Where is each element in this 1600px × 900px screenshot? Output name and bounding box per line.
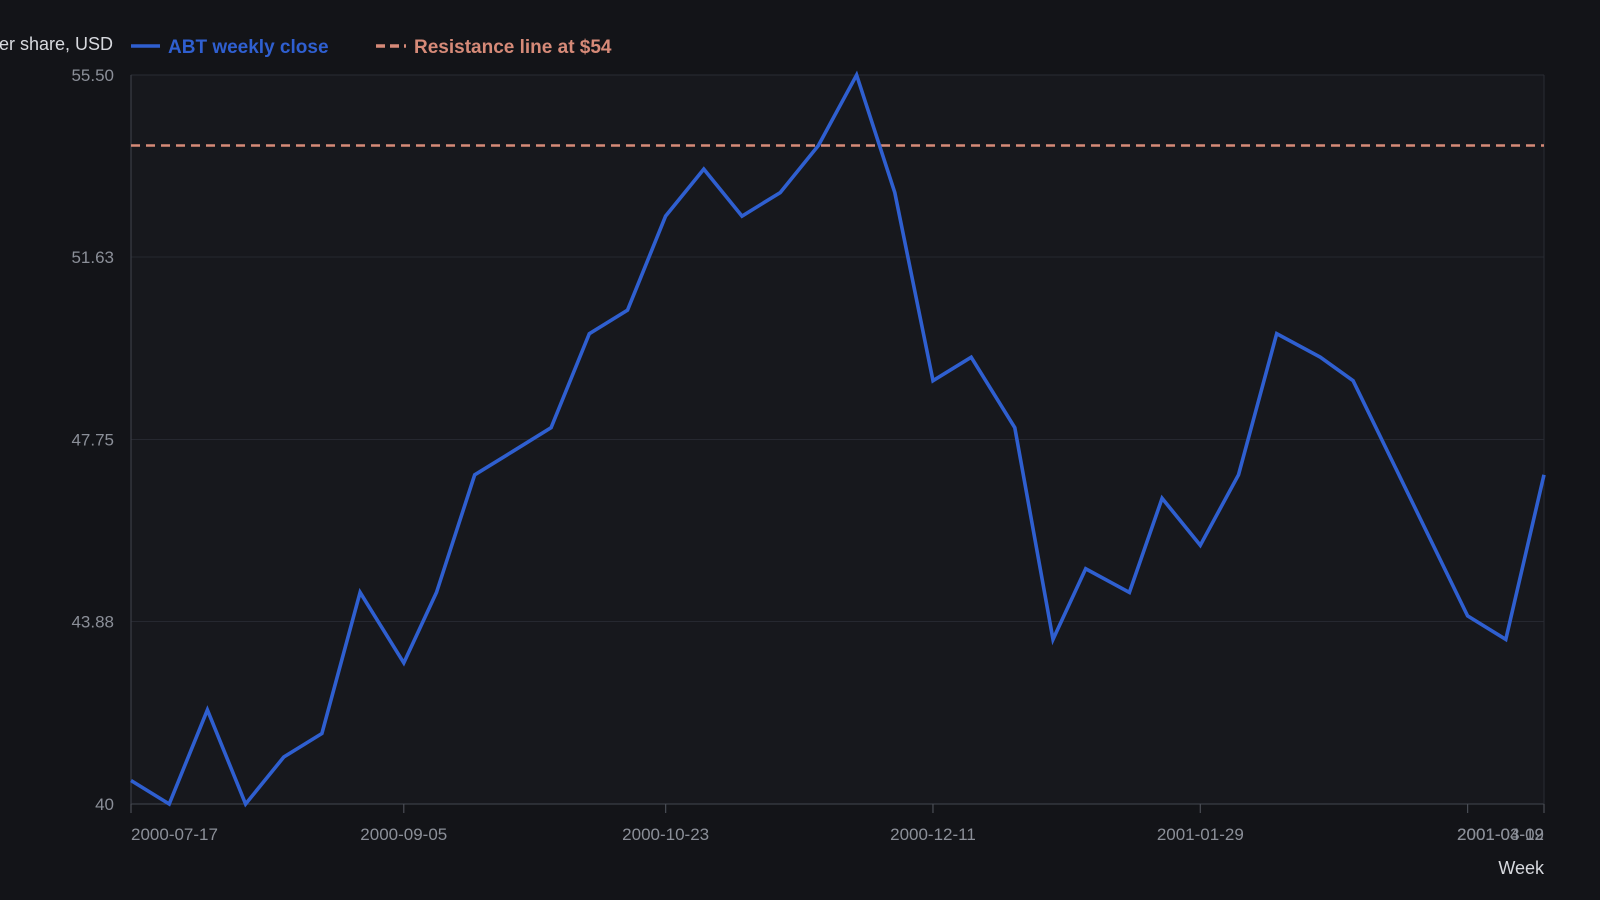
x-tick-label: 2000-12-11 <box>890 825 976 844</box>
legend-label-series-0: ABT weekly close <box>168 37 329 58</box>
y-tick-labels: 40 43.88 47.75 51.63 55.50 <box>71 66 114 814</box>
series-line-0 <box>130 70 1546 808</box>
x-axis-title: Week <box>1498 858 1545 878</box>
x-tick-labels: 2000-07-17 2000-09-05 2000-10-23 2000-12-11… <box>130 804 1545 844</box>
y-tick-label: 40 <box>95 795 114 814</box>
y-tick-label: 55.50 <box>71 66 114 85</box>
x-tick-label: 2001-01-29 <box>1157 825 1244 844</box>
x-tick-label: 2000-09-05 <box>360 825 447 844</box>
x-tick-label: 2000-07-17 <box>131 825 218 844</box>
axes <box>130 75 1545 805</box>
x-tick-label: 2001-04-02 <box>1457 825 1544 844</box>
y-axis-title: Price per share, USD <box>0 34 113 54</box>
x-tick-label: 2001-03-19 <box>1457 825 1544 844</box>
legend-label-series-1: Resistance line at $54 <box>414 37 612 58</box>
legend: Price per share, USD ABT weekly close Re… <box>0 34 612 58</box>
grid-lines <box>131 74 1544 623</box>
y-tick-label: 47.75 <box>71 431 114 450</box>
y-tick-label: 43.88 <box>71 613 114 632</box>
y-tick-label: 51.63 <box>71 248 114 267</box>
series-lines <box>130 70 1546 808</box>
x-tick-label: 2000-10-23 <box>622 825 709 844</box>
